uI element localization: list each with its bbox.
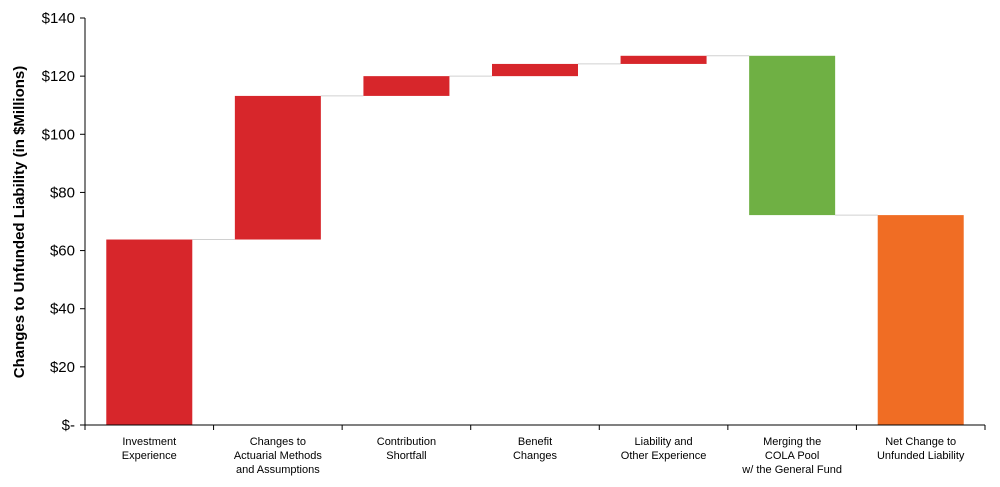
x-category-label: Liability and Other Experience	[621, 436, 707, 462]
waterfall-bar	[492, 63, 578, 77]
x-category-label: Contribution Shortfall	[377, 436, 436, 462]
x-category-label: Benefit Changes	[513, 436, 558, 462]
y-tick-label: $40	[50, 301, 75, 318]
y-tick-label: $140	[42, 10, 75, 27]
x-axis: Investment Experience Changes to Actuarial …	[84, 424, 986, 476]
x-category-label: Investment Experience	[122, 436, 177, 462]
bars	[106, 55, 964, 425]
y-tick-label: $80	[50, 184, 75, 201]
y-tick-label: $60	[50, 243, 75, 260]
waterfall-bar	[749, 55, 836, 216]
waterfall-bar	[620, 55, 707, 64]
y-axis: $- $20 $40 $60 $80 $100 $120 $140	[42, 10, 86, 434]
waterfall-bar	[363, 76, 450, 96]
y-tick-label: $20	[50, 359, 75, 376]
y-tick-label: $100	[42, 126, 75, 143]
waterfall-bar	[234, 95, 321, 240]
waterfall-bar	[106, 239, 193, 425]
x-category-label: Merging the COLA Pool w/ the General Fund	[741, 436, 842, 476]
y-tick-label: $-	[62, 417, 75, 434]
x-category-label: Changes to Actuarial Methods and Assumptio…	[234, 436, 323, 476]
waterfall-bar	[877, 215, 964, 425]
y-tick-label: $120	[42, 68, 75, 85]
y-axis-label: Changes to Unfunded Liability (in $Milli…	[11, 66, 28, 379]
x-category-label: Net Change to Unfunded Liability	[877, 436, 965, 462]
connector-lines	[192, 55, 878, 241]
